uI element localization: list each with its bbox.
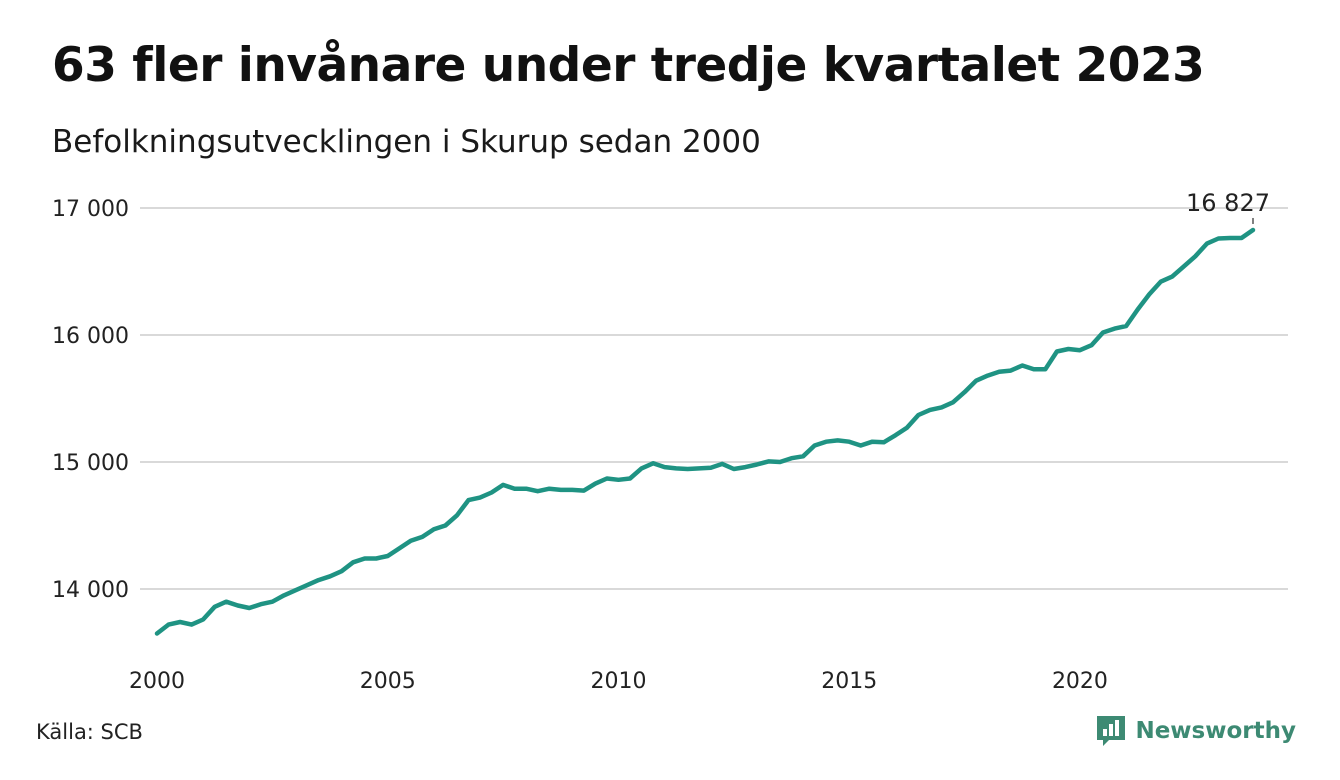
- series-layer: [154, 227, 1256, 636]
- x-tick-label: 2015: [821, 669, 877, 694]
- chart-title: 63 fler invånare under tredje kvartalet …: [52, 38, 1205, 93]
- line-chart: 14 000 15 000 16 000 17 000 2000 2005 2010 201…: [52, 189, 1288, 694]
- source-note: Källa: SCB: [36, 720, 143, 744]
- x-axis-tick-labels: 2000 2005 2010 2015 2020: [129, 669, 1108, 694]
- end-value-label: 16 827: [1186, 189, 1270, 217]
- x-tick-label: 2010: [590, 669, 646, 694]
- y-tick-label: 15 000: [52, 451, 129, 476]
- y-tick-label: 14 000: [52, 578, 129, 603]
- y-axis-tick-labels: 14 000 15 000 16 000 17 000: [52, 197, 129, 603]
- y-tick-label: 17 000: [52, 197, 129, 222]
- x-tick-label: 2005: [360, 669, 416, 694]
- brand-logo: Newsworthy: [1095, 714, 1296, 748]
- x-tick-label: 2020: [1052, 669, 1108, 694]
- chart-subtitle: Befolkningsutvecklingen i Skurup sedan 2…: [52, 124, 761, 160]
- end-value-annotation: 16 827: [1186, 189, 1270, 224]
- newsworthy-logo-icon: [1097, 716, 1126, 746]
- y-tick-label: 16 000: [52, 324, 129, 349]
- x-tick-label: 2000: [129, 669, 185, 694]
- brand-name: Newsworthy: [1135, 718, 1296, 744]
- grid-lines: [140, 207, 1288, 590]
- population-line: [154, 227, 1256, 636]
